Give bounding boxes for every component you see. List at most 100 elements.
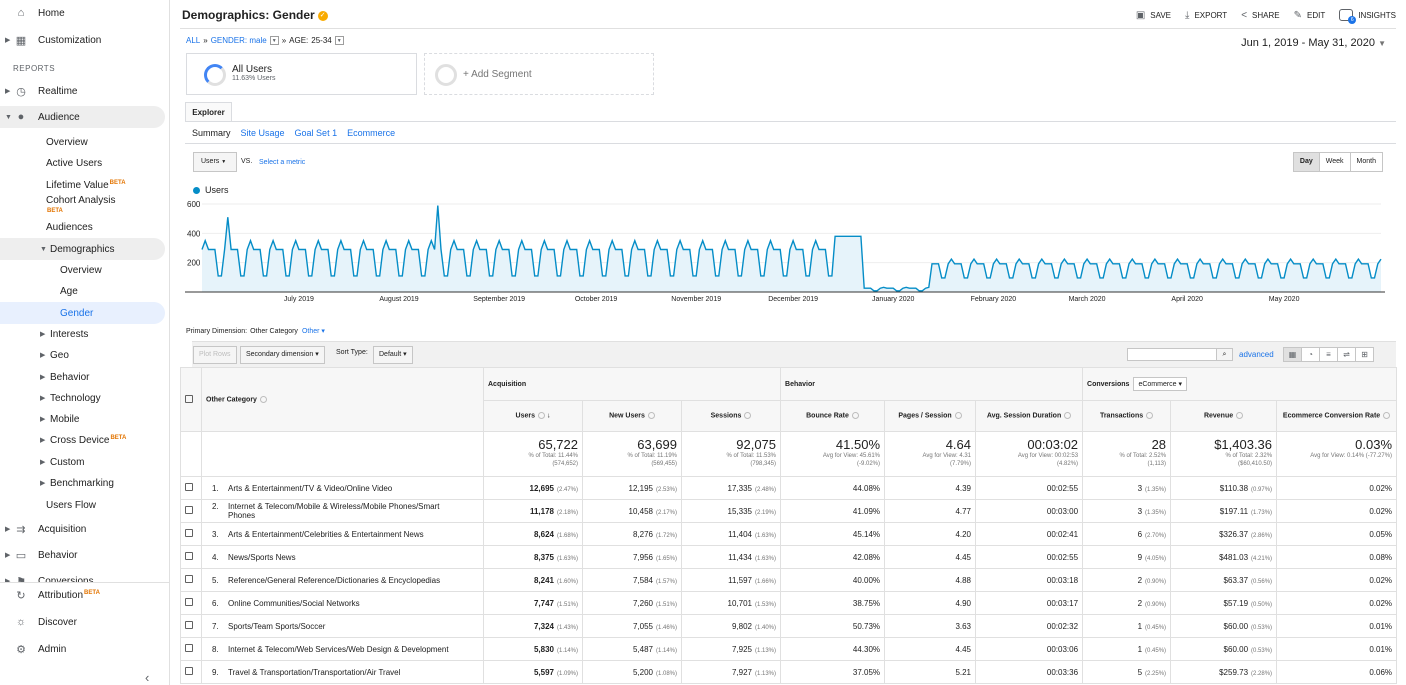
row-checkbox[interactable] <box>185 529 193 537</box>
column-header[interactable]: Avg. Session Duration <box>975 400 1084 432</box>
comparison-view-icon[interactable]: ⇌ <box>1337 347 1356 362</box>
column-header[interactable]: Users ↓ <box>483 400 583 432</box>
sidebar-item-behavior[interactable]: ▶ Behavior <box>40 371 90 383</box>
row-dimension-cell[interactable]: 5. Reference/General Reference/Dictionari… <box>201 568 484 592</box>
table-row[interactable]: 6. Online Communities/Social Networks 7,74… <box>180 591 1398 615</box>
sidebar-item-age[interactable]: Age <box>60 285 78 297</box>
sidebar-item-demographics-overview[interactable]: Overview <box>60 264 102 276</box>
column-header[interactable]: Revenue <box>1170 400 1278 432</box>
plot-rows-button[interactable]: Plot Rows <box>193 346 237 364</box>
sidebar-item-discover[interactable]: ☼ Discover <box>15 616 77 628</box>
month-button[interactable]: Month <box>1349 152 1383 172</box>
row-checkbox[interactable] <box>185 644 193 652</box>
date-range-picker[interactable]: Jun 1, 2019 - May 31, 2020 ▼ <box>1241 37 1386 49</box>
sidebar-item-conversions[interactable]: ▶⚑Conversions <box>0 570 165 592</box>
pivot-view-icon[interactable]: ⊞ <box>1355 347 1374 362</box>
column-header[interactable]: Bounce Rate <box>780 400 886 432</box>
table-row[interactable]: 5. Reference/General Reference/Dictionari… <box>180 568 1398 592</box>
table-row[interactable]: 1. Arts & Entertainment/TV & Video/Online… <box>180 476 1398 500</box>
sidebar-item-realtime[interactable]: ▶ ◷ Realtime <box>5 85 78 98</box>
row-dimension-cell[interactable]: 8. Internet & Telecom/Web Services/Web De… <box>201 637 484 661</box>
save-button[interactable]: ▣ SAVE <box>1135 9 1172 21</box>
table-row[interactable]: 9. Travel & Transportation/Transportation… <box>180 660 1398 684</box>
share-button[interactable]: < SHARE <box>1241 9 1280 21</box>
breadcrumb-all[interactable]: ALL <box>186 36 201 45</box>
export-button[interactable]: ⤓ EXPORT <box>1185 9 1228 21</box>
sidebar-item-mobile[interactable]: ▶ Mobile <box>40 413 80 425</box>
collapse-sidebar-icon[interactable]: ‹ <box>145 670 150 685</box>
sidebar-item-users-flow[interactable]: Users Flow <box>46 499 97 511</box>
table-row[interactable]: 4. News/Sports News 8,375 (1.63%) 7,956 (1.65… <box>180 545 1398 569</box>
subtab-goal-set-1[interactable]: Goal Set 1 <box>294 128 338 138</box>
sidebar-item-interests[interactable]: ▶ Interests <box>40 328 89 340</box>
day-button[interactable]: Day <box>1292 152 1320 172</box>
table-row[interactable]: 8. Internet & Telecom/Web Services/Web De… <box>180 637 1398 661</box>
sidebar-item-cohort-analysis[interactable]: Cohort Analysis BETA <box>46 195 116 215</box>
row-checkbox[interactable] <box>185 621 193 629</box>
column-header[interactable]: Ecommerce Conversion Rate <box>1276 400 1398 432</box>
sidebar-item-customization[interactable]: ▶ ▦ Customization <box>5 34 102 47</box>
subtab-summary[interactable]: Summary <box>192 128 231 138</box>
row-checkbox[interactable] <box>185 506 193 514</box>
sidebar-item-audience[interactable]: ▼ ● Audience <box>0 106 165 128</box>
row-dimension-cell[interactable]: 7. Sports/Team Sports/Soccer <box>201 614 484 638</box>
week-button[interactable]: Week <box>1318 152 1351 172</box>
table-search-input[interactable] <box>1127 348 1217 361</box>
row-checkbox[interactable] <box>185 575 193 583</box>
row-dimension-cell[interactable]: 3. Arts & Entertainment/Celebrities & Ent… <box>201 522 484 546</box>
sidebar-item-benchmarking[interactable]: ▶ Benchmarking <box>40 477 114 489</box>
table-view-icon[interactable]: ▦ <box>1283 347 1302 362</box>
sidebar-item-acquisition[interactable]: ▶ ⇉ Acquisition <box>5 523 87 536</box>
sidebar-item-lifetime-value[interactable]: Lifetime ValueBETA <box>46 179 126 191</box>
dimension-header[interactable]: Other Category <box>201 367 484 432</box>
sidebar-item-audiences[interactable]: Audiences <box>46 221 93 233</box>
column-header[interactable]: Sessions <box>680 400 782 432</box>
row-dimension-cell[interactable]: 2. Internet & Telecom/Mobile & Wireless/M… <box>201 499 484 523</box>
sidebar-item-active-users[interactable]: Active Users <box>46 157 103 169</box>
chevron-down-icon[interactable]: ▼ <box>334 36 344 45</box>
segment-all-users[interactable]: All Users 11.63% Users <box>186 53 417 95</box>
add-segment-button[interactable]: + Add Segment <box>424 53 654 95</box>
row-dimension-cell[interactable]: 1. Arts & Entertainment/TV & Video/Online… <box>201 476 484 500</box>
row-dimension-cell[interactable]: 6. Online Communities/Social Networks <box>201 591 484 615</box>
sidebar-item-cross-device[interactable]: ▶ Cross DeviceBETA <box>40 434 127 446</box>
tab-explorer[interactable]: Explorer <box>185 102 232 122</box>
column-header[interactable]: Pages / Session <box>884 400 977 432</box>
sidebar-item-geo[interactable]: ▶ Geo <box>40 349 69 361</box>
insights-button[interactable]: INSIGHTS <box>1339 9 1396 24</box>
sidebar-item-behavior-top[interactable]: ▶ ▭ Behavior <box>5 549 78 562</box>
primary-dimension-value[interactable]: Other Category <box>250 328 298 335</box>
sidebar-item-attribution[interactable]: ↻ AttributionBETA <box>0 584 165 606</box>
search-icon[interactable]: ⌕ <box>1216 348 1233 361</box>
primary-dimension-other[interactable]: Other ▾ <box>301 328 325 335</box>
chevron-down-icon[interactable]: ▼ <box>269 36 279 45</box>
row-checkbox[interactable] <box>185 552 193 560</box>
pie-view-icon[interactable]: ◔ <box>1301 347 1320 362</box>
sidebar-item-gender[interactable]: Gender <box>0 302 165 324</box>
select-all-checkbox[interactable] <box>185 394 193 403</box>
select-metric-link[interactable]: Select a metric <box>259 159 306 166</box>
table-row[interactable]: 3. Arts & Entertainment/Celebrities & Ent… <box>180 522 1398 546</box>
sidebar-item-home[interactable]: ⌂ Home <box>0 2 165 24</box>
row-checkbox[interactable] <box>185 483 193 491</box>
sidebar-item-admin[interactable]: ⚙ Admin <box>0 638 165 660</box>
performance-view-icon[interactable]: ≡ <box>1319 347 1338 362</box>
column-header[interactable]: New Users <box>582 400 682 432</box>
metric-select[interactable]: Users ▼ <box>193 152 237 172</box>
sidebar-item-demographics[interactable]: ▼ Demographics <box>0 238 165 260</box>
secondary-dimension-select[interactable]: Secondary dimension ▾ <box>240 346 325 364</box>
edit-button[interactable]: ✎ EDIT <box>1293 9 1326 21</box>
breadcrumb-gender[interactable]: GENDER: male <box>210 36 267 45</box>
sidebar-item-technology[interactable]: ▶ Technology <box>40 392 101 404</box>
table-row[interactable]: 2. Internet & Telecom/Mobile & Wireless/M… <box>180 499 1398 523</box>
row-dimension-cell[interactable]: 9. Travel & Transportation/Transportation… <box>201 660 484 684</box>
column-header[interactable]: Transactions <box>1082 400 1172 432</box>
row-checkbox[interactable] <box>185 598 193 606</box>
row-dimension-cell[interactable]: 4. News/Sports News <box>201 545 484 569</box>
table-row[interactable]: 7. Sports/Team Sports/Soccer 7,324 (1.43%) 7… <box>180 614 1398 638</box>
sort-type-select[interactable]: Default ▾ <box>373 346 413 364</box>
sidebar-item-overview[interactable]: Overview <box>46 136 88 148</box>
subtab-site-usage[interactable]: Site Usage <box>240 128 285 138</box>
conversions-select[interactable]: eCommerce ▾ <box>1133 377 1188 391</box>
subtab-ecommerce[interactable]: Ecommerce <box>347 128 396 138</box>
